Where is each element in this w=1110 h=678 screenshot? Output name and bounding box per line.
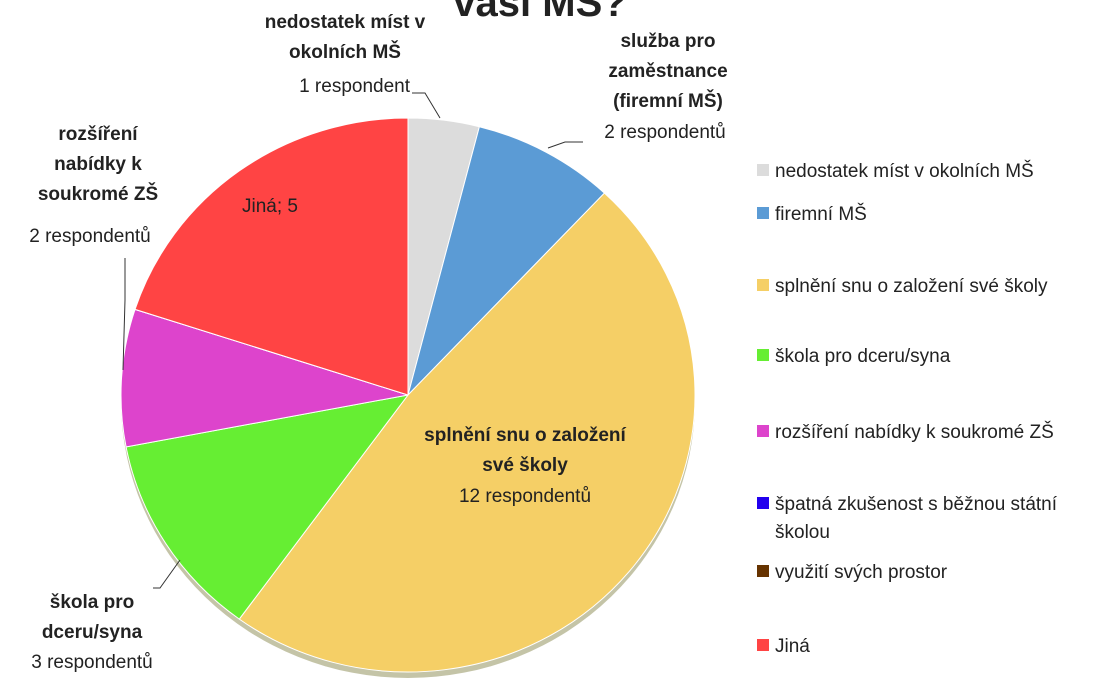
data-label: 2 respondentů: [604, 122, 726, 143]
text-line: špatná zkušenost s běžnou státní: [775, 494, 1058, 515]
pie-slice: [407, 126, 606, 397]
leader-line: [153, 559, 181, 589]
text-line: (firemní MŠ): [613, 90, 723, 112]
pie-slice: [120, 308, 409, 448]
legend-swatch: [757, 164, 769, 176]
text-line: využití svých prostor: [775, 562, 948, 583]
text-line: rozšíření: [58, 124, 138, 145]
legend-label: využití svých prostor: [775, 562, 948, 583]
text-line: nabídky k: [54, 154, 142, 175]
legend-swatch: [757, 425, 769, 437]
slice-label: nedostatek míst v okolních MŠ: [265, 12, 426, 63]
text-line: škola pro dceru/syna: [775, 346, 951, 367]
slice-label: splnění snu o založení své školy: [424, 425, 626, 476]
data-label: Jiná; 5: [242, 196, 298, 217]
data-label: 12 respondentů: [459, 486, 591, 507]
text-line: okolních MŠ: [289, 41, 401, 63]
legend-swatch: [757, 349, 769, 361]
legend-swatch: [757, 639, 769, 651]
text-line: služba pro: [620, 31, 715, 52]
text-line: své školy: [482, 455, 568, 476]
slice-label: rozšíření nabídky k soukromé ZŠ: [38, 124, 158, 205]
data-label: 1 respondent: [299, 76, 411, 97]
text-line: firemní MŠ: [775, 203, 867, 225]
pie-slice: [238, 192, 696, 673]
leader-line: [122, 258, 126, 371]
data-label: 2 respondentů: [29, 226, 151, 247]
legend-swatch: [757, 497, 769, 509]
legend-label: Jiná: [775, 636, 810, 657]
legend-swatch: [757, 279, 769, 291]
chart-title: vaši MŠ?: [453, 0, 626, 25]
slice-label: škola pro dceru/syna: [42, 592, 143, 643]
pie-slice: [125, 394, 410, 620]
text-line: zaměstnance: [608, 61, 727, 82]
text-line: dceru/syna: [42, 622, 143, 643]
text-line: školou: [775, 522, 830, 543]
legend-label: splnění snu o založení své školy: [775, 276, 1048, 297]
text-line: rozšíření nabídky k soukromé ZŠ: [775, 421, 1054, 443]
legend-swatch: [757, 207, 769, 219]
slice-label: služba pro zaměstnance (firemní MŠ): [608, 31, 727, 112]
pie-slice: [134, 117, 409, 396]
leader-line: [412, 92, 441, 119]
data-label: 3 respondentů: [31, 652, 153, 673]
text-line: Jiná: [775, 636, 810, 657]
legend-label: škola pro dceru/syna: [775, 346, 951, 367]
text-line: nedostatek míst v okolních MŠ: [775, 160, 1034, 182]
legend-label: rozšíření nabídky k soukromé ZŠ: [775, 421, 1054, 443]
legend-label: firemní MŠ: [775, 203, 867, 225]
legend-swatch: [757, 565, 769, 577]
legend-label: špatná zkušenost s běžnou státní školou: [775, 494, 1058, 543]
text-line: splnění snu o založení: [424, 425, 626, 446]
text-line: škola pro: [50, 592, 134, 613]
text-line: splnění snu o založení své školy: [775, 276, 1048, 297]
text-line: nedostatek míst v: [265, 12, 426, 33]
leader-line: [547, 141, 583, 149]
legend-label: nedostatek míst v okolních MŠ: [775, 160, 1034, 182]
text-line: soukromé ZŠ: [38, 183, 158, 205]
